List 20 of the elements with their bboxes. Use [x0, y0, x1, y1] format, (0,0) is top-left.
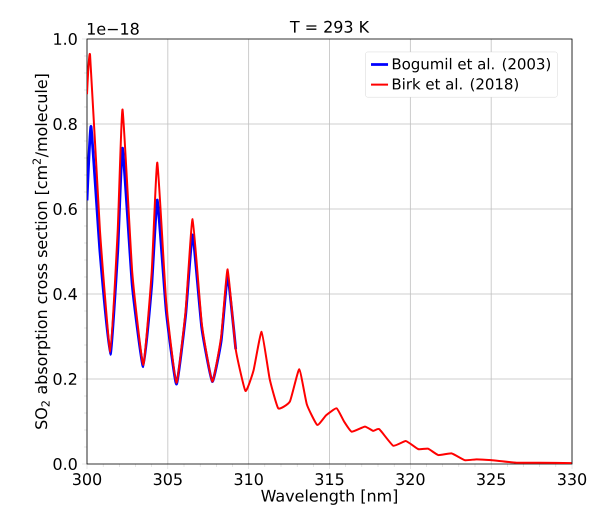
x-tick-label: 300 [73, 473, 102, 486]
y-tick-label: 0.2 [54, 372, 76, 386]
y-tick-label: 0.6 [54, 202, 77, 216]
text: 1e−18 [88, 22, 139, 35]
x-tick-label: 305 [154, 473, 182, 486]
x-tick-label: 325 [477, 473, 505, 486]
x-tick-label: 310 [234, 473, 263, 486]
x-axis-title: Wavelength [nm] [261, 489, 397, 505]
y-tick-label: 0.0 [54, 458, 77, 470]
y-tick-label: 0.4 [54, 288, 77, 300]
y-axis-title: SO$_{2}$ absorption cross section [cm$^{2}$/molecule] [32, 74, 50, 429]
line-series [87, 54, 572, 464]
legend-label: Bogumil et al. (2003) [392, 58, 550, 72]
legend-label: Birk et al. (2018) [392, 78, 518, 92]
x-tick-label: 330 [558, 473, 586, 486]
x-tick-label: 320 [396, 473, 424, 486]
chart-title: T = 293 K [290, 20, 370, 33]
y-tick-label: 0.8 [54, 118, 77, 130]
y-tick-label: 1.0 [54, 32, 77, 46]
x-tick-label: 315 [316, 473, 344, 486]
